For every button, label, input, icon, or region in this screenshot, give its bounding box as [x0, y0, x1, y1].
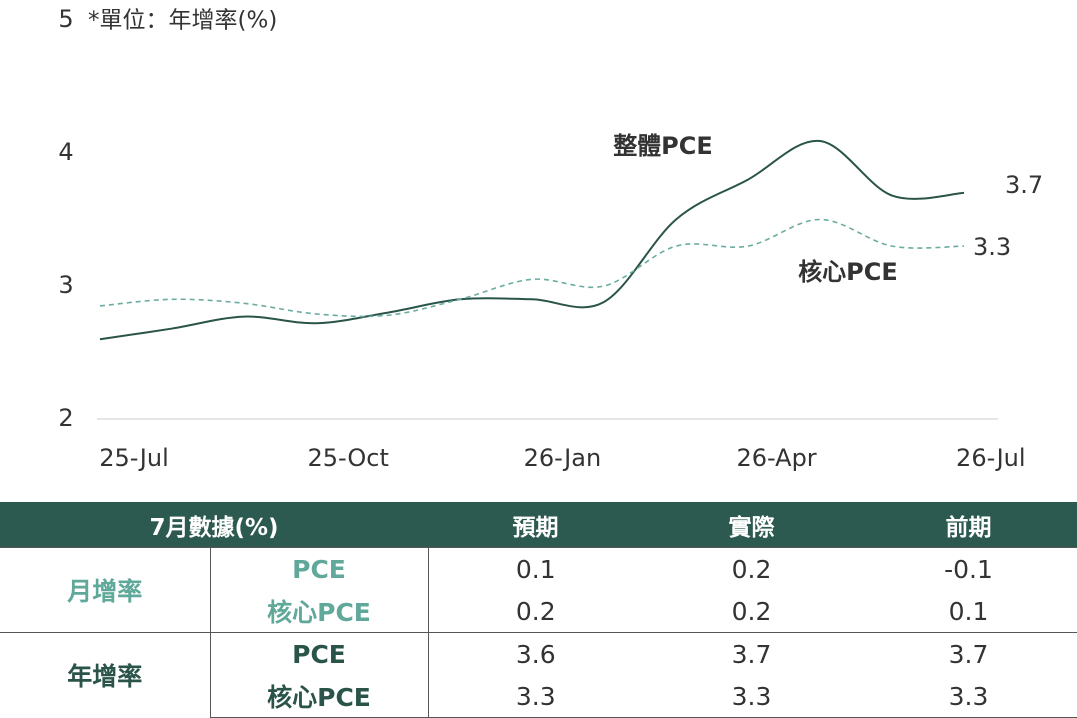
- cell: 3.7: [860, 632, 1077, 675]
- x-tick-label: 25-Jul: [99, 444, 169, 472]
- end-value-label: 3.7: [1005, 171, 1043, 199]
- x-tick-label: 26-Apr: [736, 444, 816, 472]
- y-tick-label: 4: [58, 138, 73, 166]
- row-name: 核心PCE: [210, 675, 429, 718]
- cell: 3.6: [428, 632, 644, 675]
- header-cell: 預期: [428, 502, 644, 548]
- x-tick-label: 26-Jul: [956, 444, 1026, 472]
- cell: 3.7: [643, 632, 861, 675]
- cell: 3.3: [643, 675, 861, 718]
- series-line: [99, 218, 965, 318]
- series-line: [99, 140, 965, 341]
- row: 核心PCE 0.2 0.2 0.1: [0, 590, 1077, 633]
- chart: *單位：年增率(%) 2 3 4 5 25-Jul 25-Oct 26-Jan 26-Apr 2…: [58, 5, 1043, 472]
- group-label: 年增率: [0, 632, 211, 718]
- series-label: 整體PCE: [613, 132, 713, 160]
- cell: 3.3: [860, 675, 1077, 718]
- cell: 0.1: [428, 547, 644, 590]
- y-tick-label: 3: [58, 271, 73, 299]
- header-cell: 7月數據(%): [0, 502, 429, 548]
- end-value-label: 3.3: [973, 233, 1011, 261]
- header-cell: 實際: [643, 502, 861, 548]
- cell: -0.1: [860, 547, 1077, 590]
- y-tick-label: 2: [58, 404, 73, 432]
- row-name: PCE: [210, 547, 429, 590]
- row-name: PCE: [210, 632, 429, 675]
- data-table: 7月數據(%) 預期 實際 前期 月增率 PCE 0.1 0.2 -0.1 核心…: [0, 502, 1077, 718]
- row-name: 核心PCE: [210, 590, 429, 633]
- x-tick-label: 25-Oct: [308, 444, 389, 472]
- unit-label: *單位：年增率(%): [88, 8, 277, 34]
- y-tick-label: 5: [58, 5, 73, 33]
- cell: 3.3: [428, 675, 644, 718]
- cell: 0.2: [515, 596, 556, 626]
- x-tick-label: 26-Jan: [524, 444, 602, 472]
- group-label: 月增率: [0, 547, 211, 633]
- row: 月增率 PCE 0.1 0.2 -0.1: [0, 547, 1077, 633]
- series-label: 核心PCE: [798, 258, 898, 286]
- header-row: 7月數據(%) 預期 實際 前期: [0, 502, 1077, 548]
- cell: 0.2: [731, 596, 772, 626]
- row: 年增率 PCE 3.6 3.7 3.7: [0, 632, 1077, 718]
- row: 核心PCE 3.3 3.3 3.3: [0, 675, 1077, 718]
- header-cell: 前期: [860, 502, 1077, 548]
- cell: 0.1: [948, 596, 989, 626]
- cell: 0.2: [643, 547, 861, 590]
